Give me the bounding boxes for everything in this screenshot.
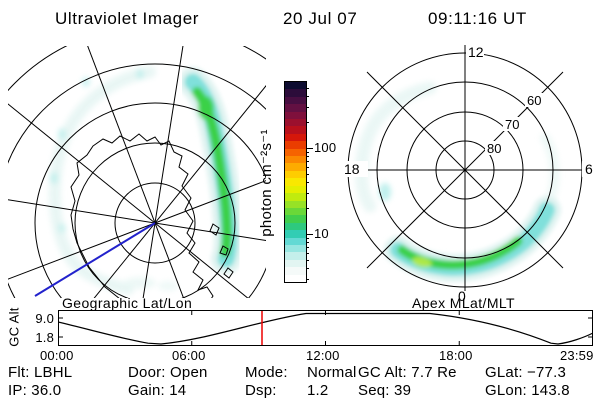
stripchart-frame (58, 310, 593, 346)
status-filter: Flt: LBHL (8, 364, 73, 381)
observation-date: 20 Jul 07 (283, 9, 358, 28)
geographic-map-plot (8, 46, 266, 298)
ytick-1-8: 1.8 (35, 330, 54, 345)
status-glon: GLon: 143.8 (485, 382, 570, 399)
xtick-1200: 12:00 (306, 348, 340, 363)
colorbar-ticks (306, 82, 314, 282)
mlat-ring-60: 60 (527, 93, 541, 108)
mlat-ring-80: 80 (487, 141, 501, 156)
stripchart-axis-ticks (59, 311, 592, 345)
orbit-track-line (34, 222, 156, 297)
status-ip: IP: 36.0 (8, 382, 62, 399)
mlt-label-12: 12 (468, 44, 484, 60)
status-seq: Seq: 39 (358, 382, 412, 399)
aurora-faint-arc (48, 66, 178, 295)
aurora-bright-arc-mlt (384, 196, 561, 283)
mlt-label-6: 6 (585, 161, 593, 177)
colorbar-label: photon cm⁻²s⁻¹ (258, 129, 275, 237)
status-gain: Gain: 14 (128, 382, 187, 399)
gc-alt-stripchart (58, 310, 593, 346)
status-door: Door: Open (128, 364, 208, 381)
aurora-faint-arc-mlt (355, 81, 560, 213)
left-plot-caption: Geographic Lat/Lon (62, 295, 193, 311)
gc-alt-curve (58, 312, 593, 345)
stripchart-ylabel: GC Alt (6, 307, 22, 347)
xtick-1800: 18:00 (439, 348, 473, 363)
observation-time: 09:11:16 UT (428, 9, 527, 28)
colorbar-tick-10: 10 (314, 226, 329, 241)
status-gc-alt: GC Alt: 7.7 Re (358, 364, 457, 381)
mlt-label-18: 18 (344, 161, 360, 177)
instrument-title: Ultraviolet Imager (55, 9, 200, 28)
mlat-ring-70: 70 (505, 117, 519, 132)
status-dsp-label: Dsp: (245, 382, 277, 399)
apex-polar-plot: 12 18 6 0 80 70 60 (342, 44, 598, 304)
status-dsp-value: 1.2 (307, 382, 329, 399)
mlt-labels: 12 18 6 0 80 70 60 (342, 44, 598, 304)
ytick-9: 9.0 (35, 311, 54, 326)
xtick-2359: 23:59 (560, 348, 594, 363)
coastline (70, 133, 234, 298)
xtick-0000: 00:00 (40, 348, 74, 363)
status-mode-label: Mode: (245, 364, 288, 381)
aurora-bright-arc (178, 67, 244, 274)
colorbar-tick-100: 100 (314, 140, 337, 155)
colorbar (284, 81, 307, 283)
mlt-label-0: 0 (458, 288, 466, 304)
right-plot-caption: Apex MLat/MLT (412, 295, 515, 311)
status-mode-value: Normal (307, 364, 357, 381)
status-glat: GLat: −77.3 (485, 364, 567, 381)
xtick-0600: 06:00 (172, 348, 206, 363)
